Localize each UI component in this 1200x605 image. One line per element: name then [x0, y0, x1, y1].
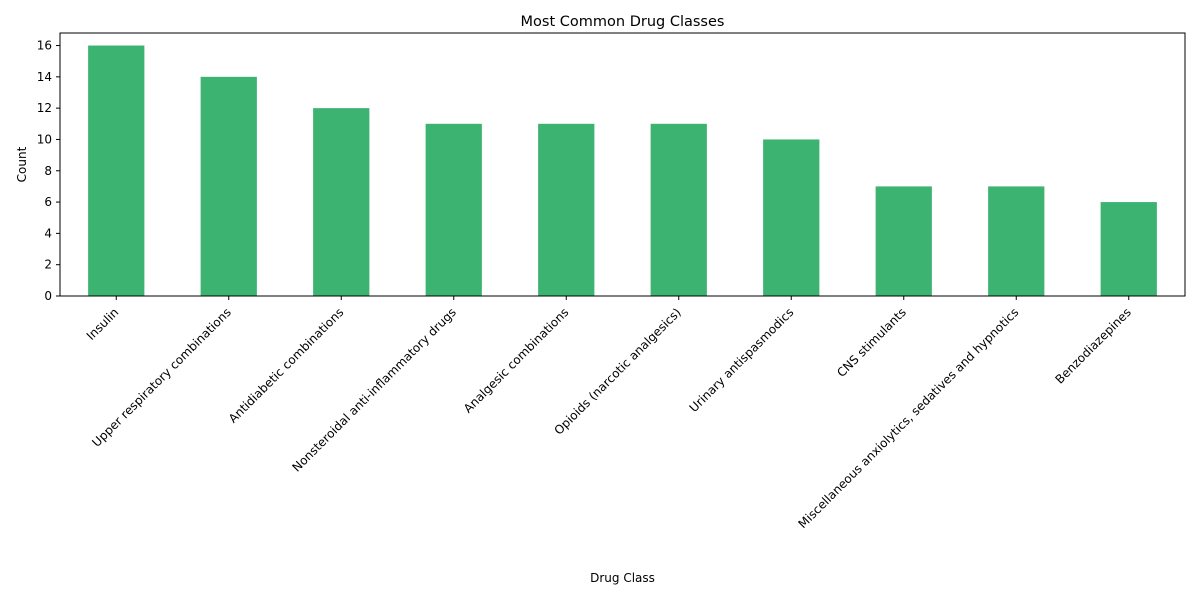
bars [88, 45, 1157, 297]
bar-10 [1100, 202, 1157, 296]
y-tick-label: 14 [37, 70, 52, 84]
y-axis-ticks: 0 2 4 6 8 10 12 14 16 [37, 39, 60, 303]
chart-title: Most Common Drug Classes [521, 14, 725, 30]
bar-5 [538, 123, 595, 296]
bar-4 [425, 123, 482, 296]
y-tick-label: 6 [44, 195, 52, 209]
y-tick-label: 0 [44, 289, 52, 303]
bar-1 [88, 45, 145, 297]
bar-9 [988, 186, 1045, 296]
x-axis-label: Drug Class [590, 571, 655, 585]
plot-frame [59, 32, 1186, 297]
y-tick-label: 10 [37, 132, 52, 146]
bar-2 [200, 76, 257, 296]
bar-7 [763, 139, 820, 296]
y-tick-label: 8 [44, 164, 52, 178]
bar-8 [875, 186, 932, 296]
y-tick-label: 16 [37, 39, 52, 53]
y-tick-label: 12 [37, 101, 52, 115]
y-axis-label: Count [15, 146, 29, 182]
y-tick-label: 2 [44, 258, 52, 272]
bar-6 [650, 123, 707, 296]
y-tick-label: 4 [44, 226, 52, 240]
bar-3 [313, 108, 370, 297]
